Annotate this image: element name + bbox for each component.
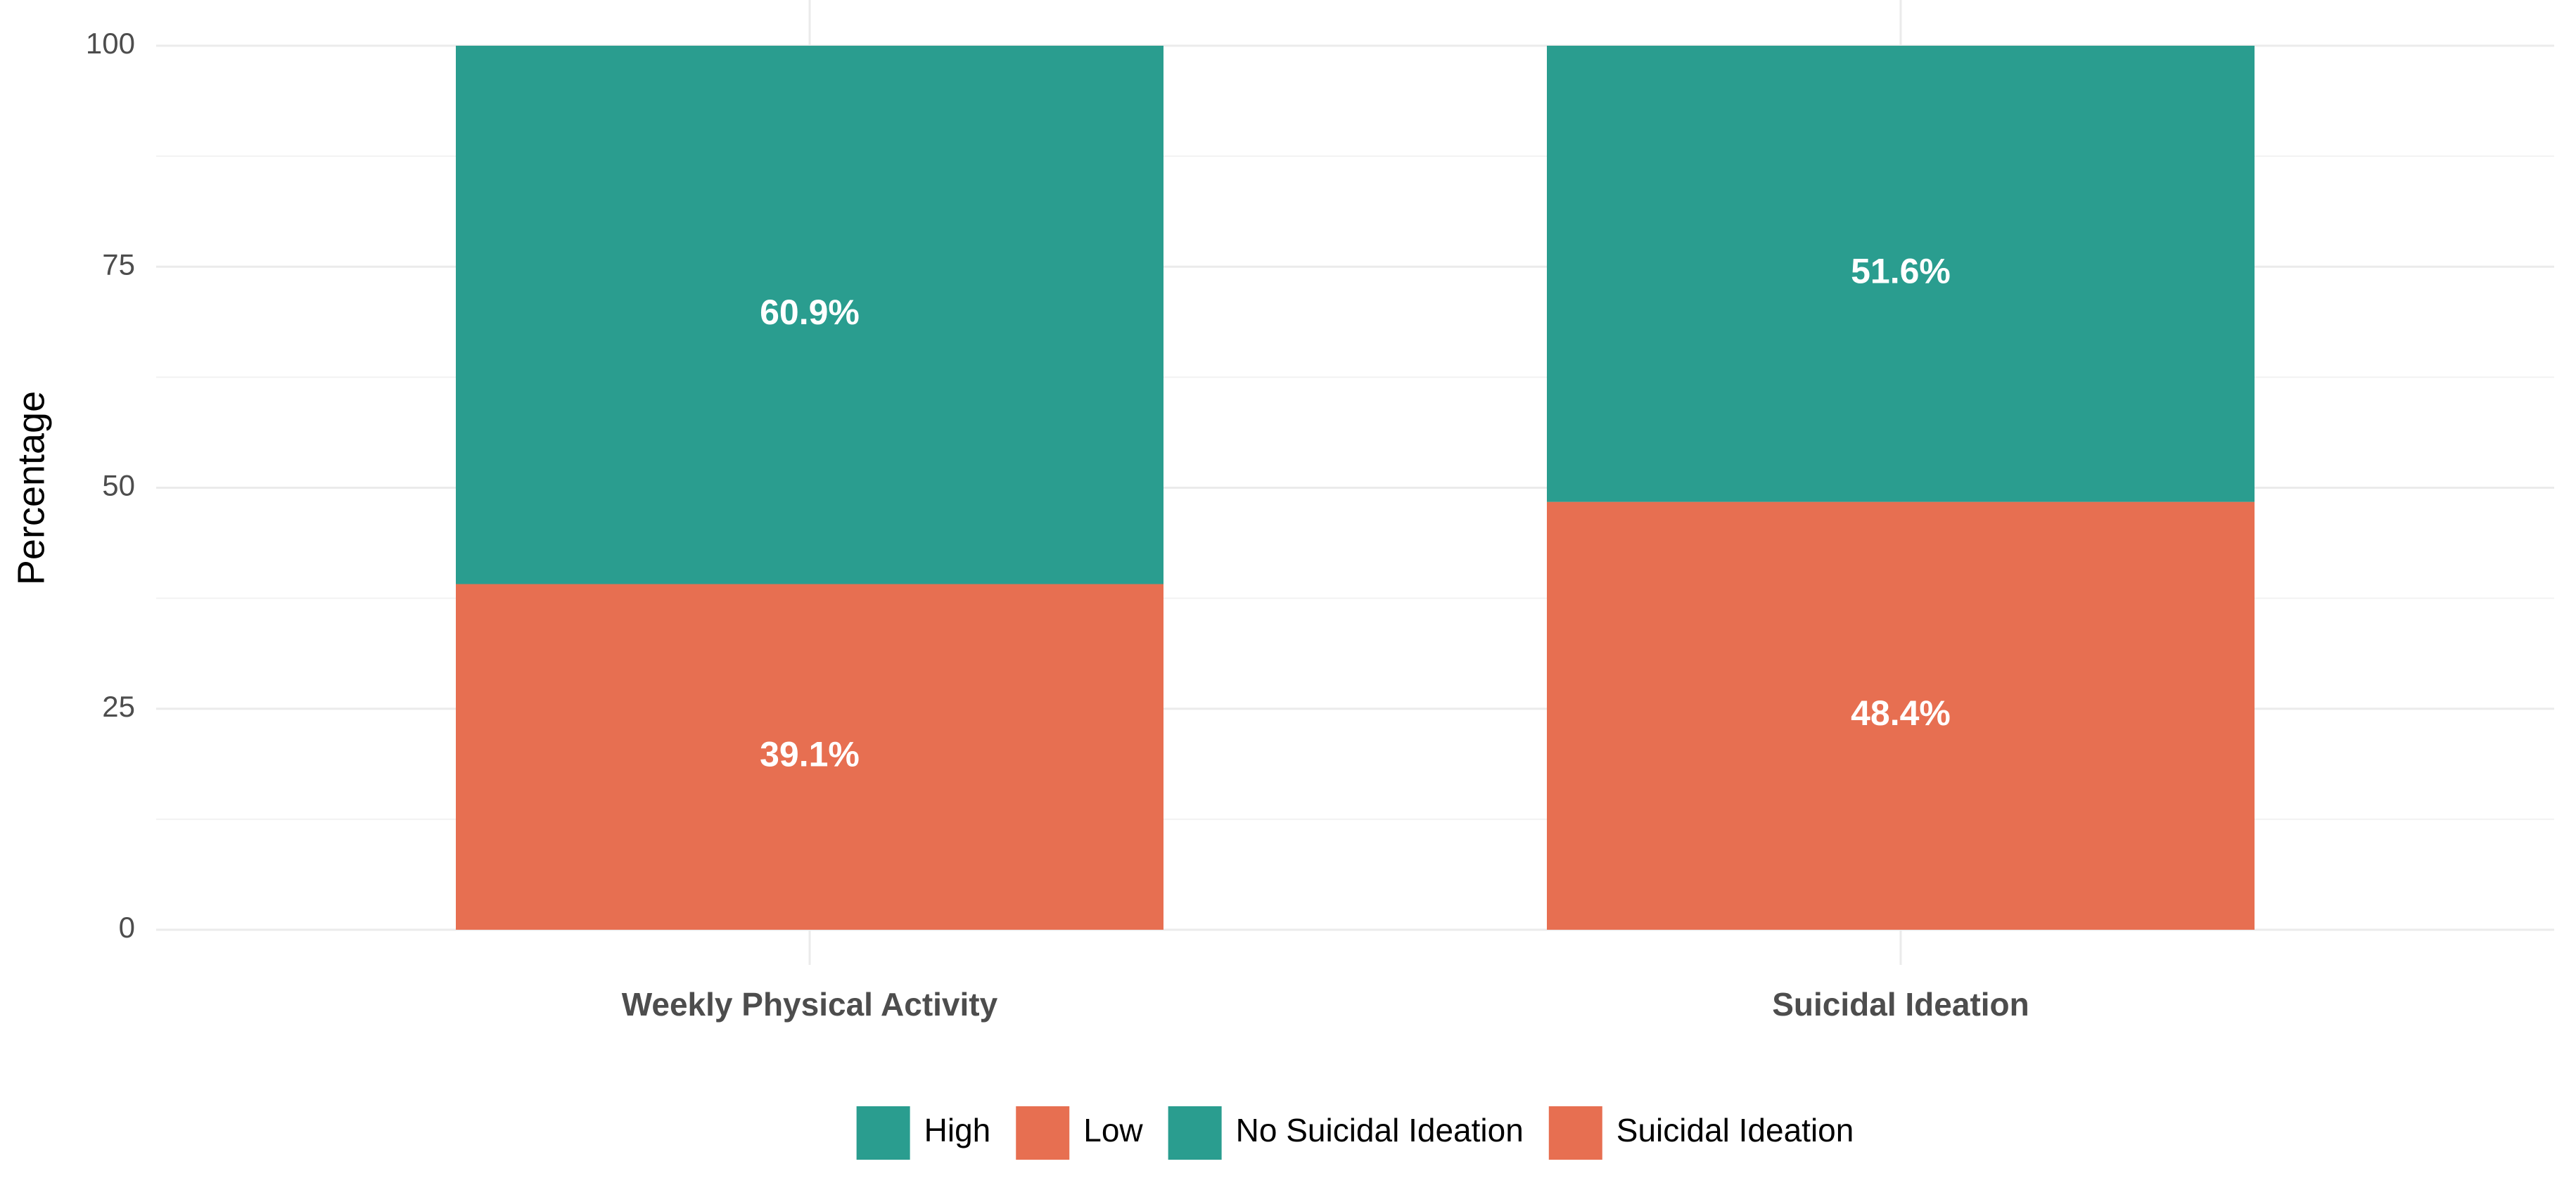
legend-key <box>1016 1106 1070 1160</box>
bar-segment <box>456 46 1163 584</box>
y-tick-label: 25 <box>102 690 135 723</box>
legend-key <box>1168 1106 1222 1160</box>
legend-key <box>1548 1106 1602 1160</box>
x-tick-label: Weekly Physical Activity <box>622 986 998 1023</box>
y-tick-label: 50 <box>102 469 135 502</box>
value-label: 51.6% <box>1851 252 1951 291</box>
legend-label: Suicidal Ideation <box>1617 1112 1854 1148</box>
legend-label: Low <box>1083 1112 1143 1148</box>
y-axis-label: Percentage <box>10 391 52 585</box>
bar-segment <box>1547 501 2255 930</box>
value-label: 60.9% <box>760 293 860 332</box>
legend-label: No Suicidal Ideation <box>1236 1112 1524 1148</box>
legend-label: High <box>924 1112 991 1148</box>
value-label: 48.4% <box>1851 693 1951 733</box>
value-label: 39.1% <box>760 734 860 774</box>
y-tick-label: 75 <box>102 248 135 281</box>
bar-segment <box>456 584 1163 930</box>
y-tick-label: 100 <box>86 27 135 60</box>
x-tick-label: Suicidal Ideation <box>1772 986 2029 1023</box>
bar-segment <box>1547 46 2255 502</box>
legend-key <box>856 1106 910 1160</box>
y-tick-label: 0 <box>119 911 135 944</box>
